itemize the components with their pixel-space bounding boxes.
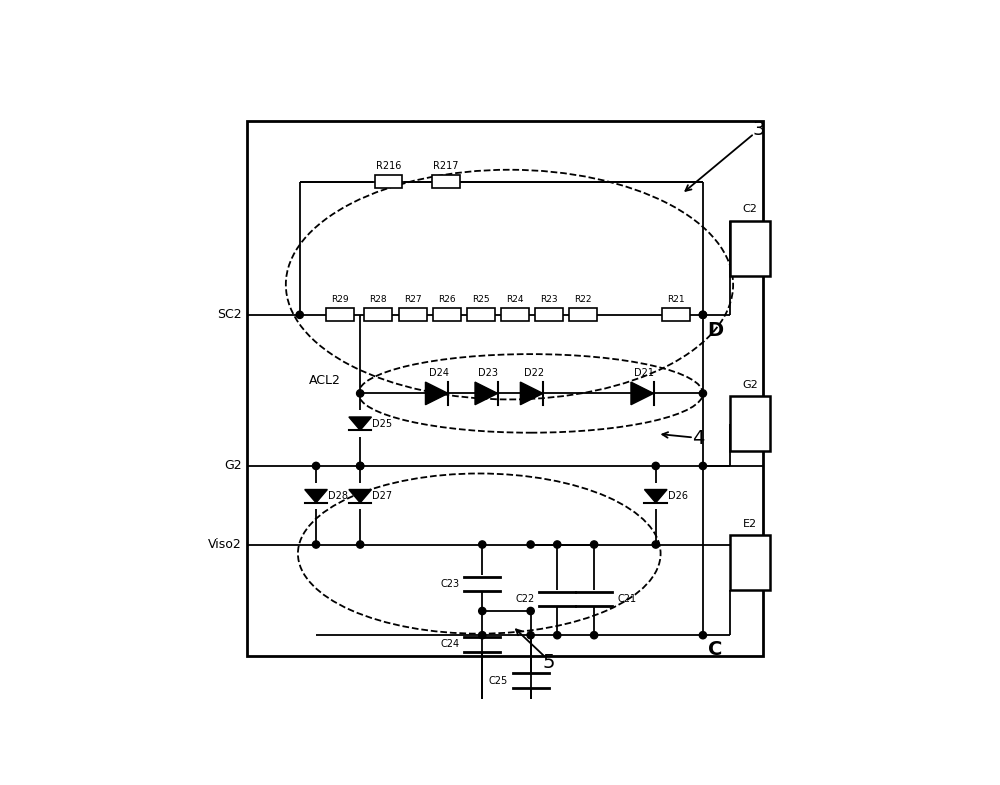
Bar <box>662 309 690 322</box>
Bar <box>432 175 460 188</box>
Circle shape <box>312 541 320 548</box>
Circle shape <box>554 632 561 639</box>
Bar <box>569 309 597 322</box>
Circle shape <box>527 541 534 548</box>
Circle shape <box>527 701 534 708</box>
Text: R26: R26 <box>438 295 456 304</box>
Circle shape <box>479 632 486 639</box>
Text: D: D <box>708 321 724 340</box>
Text: R23: R23 <box>540 295 558 304</box>
Text: SC2: SC2 <box>217 309 242 321</box>
Text: C23: C23 <box>440 579 459 589</box>
Text: D26: D26 <box>668 491 688 501</box>
Text: R216: R216 <box>376 161 401 171</box>
Text: Viso2: Viso2 <box>208 538 242 551</box>
Text: R25: R25 <box>472 295 490 304</box>
Bar <box>730 396 770 451</box>
Circle shape <box>312 462 320 469</box>
Text: C21: C21 <box>617 594 636 604</box>
Text: D22: D22 <box>524 367 544 378</box>
Text: D27: D27 <box>372 491 392 501</box>
Text: D24: D24 <box>429 367 449 378</box>
Circle shape <box>527 608 534 615</box>
Text: R29: R29 <box>331 295 349 304</box>
Circle shape <box>479 701 486 708</box>
Circle shape <box>699 311 707 319</box>
Polygon shape <box>349 490 371 503</box>
Bar <box>730 535 770 590</box>
Bar <box>433 309 461 322</box>
Circle shape <box>554 541 561 548</box>
Bar <box>399 309 427 322</box>
Bar <box>535 309 563 322</box>
Polygon shape <box>349 417 371 430</box>
Circle shape <box>699 311 707 319</box>
Circle shape <box>699 462 707 469</box>
Circle shape <box>527 632 534 639</box>
Text: G2: G2 <box>742 380 758 390</box>
Text: E2: E2 <box>743 519 757 529</box>
Text: 4: 4 <box>692 429 705 448</box>
Circle shape <box>699 632 707 639</box>
Text: D28: D28 <box>328 491 348 501</box>
Text: D21: D21 <box>634 367 654 378</box>
Text: 5: 5 <box>543 653 555 672</box>
Polygon shape <box>475 382 498 405</box>
Bar <box>730 221 770 276</box>
Text: C24: C24 <box>440 639 459 649</box>
Text: R24: R24 <box>506 295 524 304</box>
Text: R22: R22 <box>574 295 591 304</box>
Polygon shape <box>520 382 543 405</box>
Bar <box>467 309 495 322</box>
Bar <box>326 309 354 322</box>
Circle shape <box>652 462 659 469</box>
Bar <box>364 309 392 322</box>
Text: ACL2: ACL2 <box>309 374 341 387</box>
Polygon shape <box>425 382 448 405</box>
Circle shape <box>590 632 598 639</box>
Circle shape <box>296 311 303 319</box>
Circle shape <box>590 541 598 548</box>
Circle shape <box>652 541 659 548</box>
Text: R28: R28 <box>369 295 387 304</box>
Bar <box>247 122 763 656</box>
Text: R27: R27 <box>405 295 422 304</box>
Text: C: C <box>708 640 722 659</box>
Circle shape <box>479 541 486 548</box>
Bar <box>501 309 529 322</box>
Text: C25: C25 <box>488 676 508 685</box>
Polygon shape <box>631 382 654 405</box>
Circle shape <box>357 462 364 469</box>
Circle shape <box>479 608 486 615</box>
Text: 3: 3 <box>753 120 765 139</box>
Text: G2: G2 <box>224 459 242 473</box>
Circle shape <box>357 390 364 397</box>
Text: D23: D23 <box>478 367 498 378</box>
Circle shape <box>357 541 364 548</box>
Circle shape <box>357 462 364 469</box>
Text: C22: C22 <box>515 594 534 604</box>
Polygon shape <box>644 490 667 503</box>
Polygon shape <box>305 490 327 503</box>
Circle shape <box>699 390 707 397</box>
Text: C2: C2 <box>743 204 757 214</box>
Text: D25: D25 <box>372 418 392 429</box>
Text: R21: R21 <box>667 295 685 304</box>
Text: R217: R217 <box>433 161 459 171</box>
Bar <box>375 175 402 188</box>
